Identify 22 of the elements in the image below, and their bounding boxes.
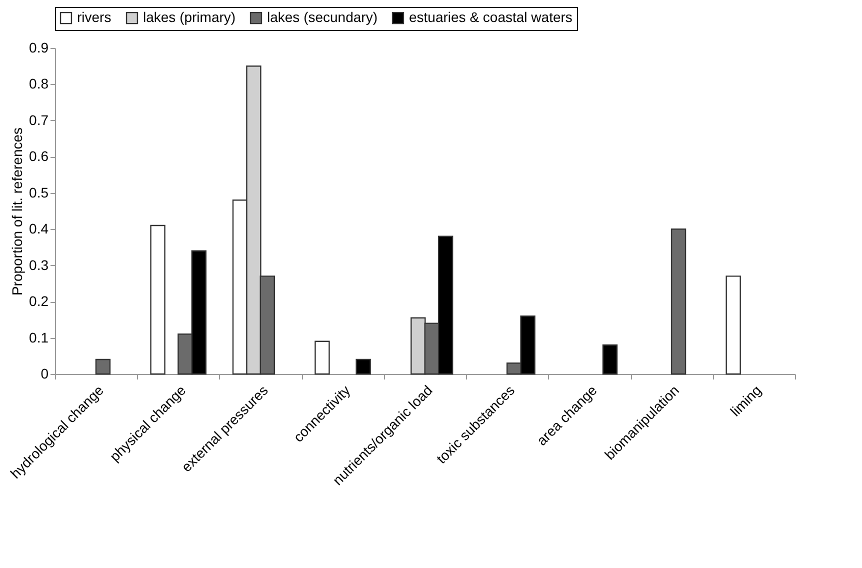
legend-label: lakes (primary) [143,9,236,26]
bar [356,358,371,375]
bar [95,358,111,375]
bar [726,276,741,375]
y-tick-label: 0.5 [29,184,49,200]
y-tick-label: 0.8 [29,76,49,92]
bar [602,344,618,375]
y-tick-label: 0 [40,366,49,382]
y-tick-label: 0.7 [29,112,49,128]
bar [314,340,330,375]
legend-label: lakes (secundary) [267,9,378,26]
y-tick-label: 0.2 [29,293,49,310]
y-axis-title: Proportion of lit. references [9,127,26,296]
y-tick-label: 0.1 [29,329,49,346]
legend-label: estuaries & coastal waters [409,9,572,26]
legend-label: rivers [77,9,112,26]
y-tick-label: 0.6 [29,148,49,164]
y-tick-label: 0.3 [29,256,49,273]
y-tick-label: 0.4 [29,220,49,237]
bar [150,224,166,375]
y-tick-label: 0.9 [29,40,49,56]
bar [670,228,686,375]
